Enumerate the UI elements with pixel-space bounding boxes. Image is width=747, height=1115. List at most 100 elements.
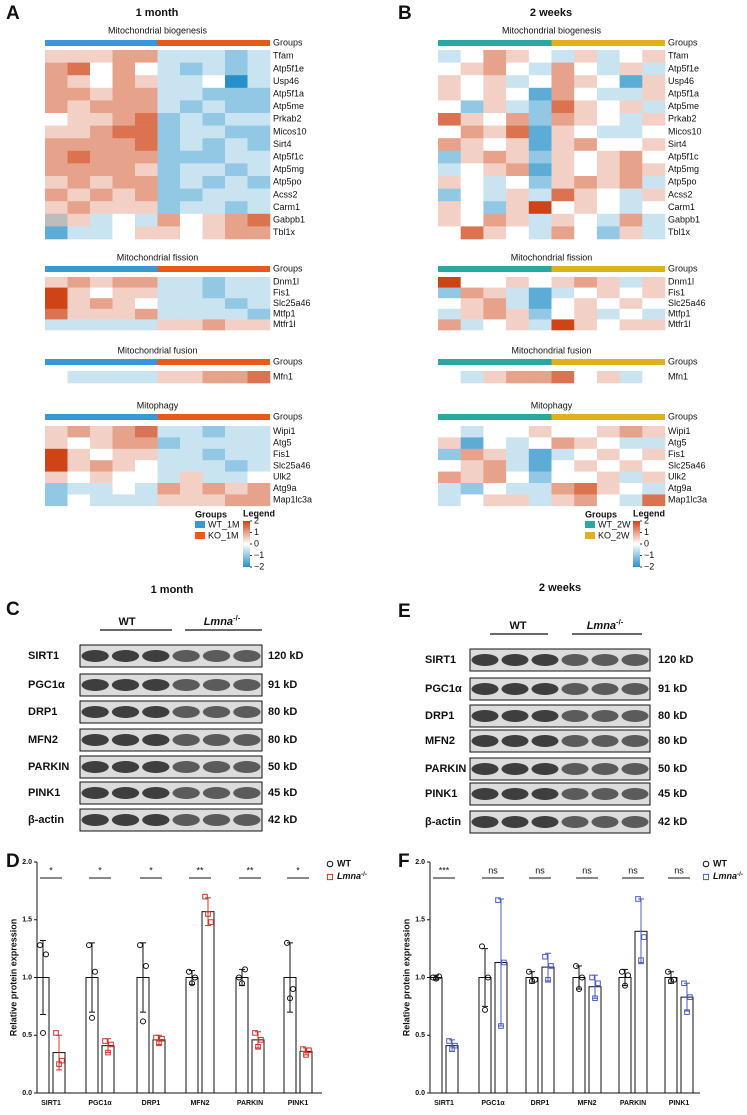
heatmap-cell [225, 298, 248, 310]
heatmap-cell [112, 426, 136, 438]
group-bar [157, 414, 270, 420]
heatmap-cell [438, 471, 461, 484]
blot-band [621, 763, 649, 775]
heatmap-cell [596, 426, 620, 438]
significance-label: * [98, 865, 102, 875]
data-point [498, 1023, 504, 1029]
blot-band [501, 654, 529, 666]
colorbar-tick-label: 1 [644, 527, 649, 537]
heatmap-cell [483, 426, 507, 438]
heatmap-cell [642, 319, 666, 331]
heatmap-cell [438, 213, 461, 227]
protein-label: MFN2 [425, 735, 455, 747]
colorbar-tick-label: −1 [644, 550, 654, 560]
heatmap-cell [596, 113, 620, 126]
heatmap-cell [596, 483, 620, 495]
heatmap-cell [112, 50, 136, 63]
heatmap-cell [90, 50, 113, 63]
group-bar [438, 40, 552, 46]
data-point [202, 893, 208, 900]
heatmap-cell [45, 319, 68, 331]
heatmap-cell [574, 460, 598, 472]
heatmap-cell [596, 75, 620, 89]
heatmap-cell [619, 188, 643, 202]
heatmap-cell [67, 287, 91, 299]
blot-band [202, 650, 231, 662]
heatmap-cell [506, 213, 530, 227]
bar [201, 911, 215, 1094]
heatmap-cell [225, 113, 248, 126]
heatmap-cell [202, 483, 226, 495]
data-point [108, 1041, 114, 1048]
heatmap-cell [112, 163, 136, 177]
significance-label: ** [196, 865, 204, 875]
data-point [485, 974, 491, 981]
heatmap-cell [574, 426, 598, 438]
heatmap-cell [460, 62, 484, 76]
heatmap-cell [596, 371, 620, 384]
heatmap-cell [225, 426, 248, 438]
heatmap-cell [483, 201, 507, 215]
heatmap-cell [45, 150, 68, 164]
significance-label: * [296, 865, 300, 875]
colorbar-tick-label: 1 [254, 527, 259, 537]
heatmap-cell [551, 125, 575, 139]
gene-label: Fis1 [273, 449, 290, 459]
heatmap-cell [551, 100, 575, 114]
heatmap-cell [574, 287, 598, 299]
data-point [239, 980, 245, 987]
heatmap-cell [642, 277, 666, 288]
blot-band [561, 710, 589, 722]
protein-label: PGC1α [425, 683, 462, 695]
gene-label: Fis1 [273, 287, 290, 297]
blot-band [172, 650, 200, 662]
heatmap-cell [225, 62, 248, 76]
heatmap-cell [202, 138, 226, 152]
heatmap-cell [135, 201, 158, 215]
heatmap-cell [157, 426, 181, 438]
group-label-superscript: -/- [233, 614, 241, 623]
heatmap-cell [112, 62, 136, 76]
heatmap-cell [202, 494, 226, 507]
gene-label: Mfn1 [273, 371, 293, 381]
blot-band [471, 710, 499, 722]
heatmap-cell [135, 113, 158, 126]
gene-label: Dnm1l [273, 277, 299, 287]
blot-band [591, 816, 619, 828]
heatmap-cell [90, 226, 113, 240]
legend-group-name: KO_2W [598, 530, 630, 540]
blot-band [621, 788, 649, 800]
heatmap-cell [135, 494, 158, 507]
heatmap-cell [135, 176, 158, 189]
gene-label: Gabpb1 [668, 214, 700, 224]
heatmap-cell [180, 298, 203, 310]
data-point [665, 968, 671, 975]
blot-band [591, 710, 619, 722]
heatmap-cell [460, 319, 484, 331]
blot-band [621, 654, 649, 666]
heatmap-cell [202, 201, 226, 215]
group-bar [45, 40, 158, 46]
heatmap-cell [67, 163, 91, 177]
blot-band [531, 654, 559, 666]
significance-label: * [149, 865, 153, 875]
heatmap-cell [642, 471, 666, 484]
heatmap-cell [90, 298, 113, 310]
heatmap-cell [596, 226, 620, 240]
heatmap-cell [202, 150, 226, 164]
heatmap-cell [642, 460, 666, 472]
heatmap-cell [528, 308, 552, 320]
heatmap-cell [202, 277, 226, 288]
groups-label: Groups [668, 356, 698, 366]
heatmap-cell [619, 308, 643, 320]
heatmap-cell [135, 308, 158, 320]
bar [185, 977, 199, 1094]
gene-label: Atp5f1a [273, 88, 304, 98]
gene-label: Usp46 [668, 76, 694, 86]
heatmap-cell [247, 494, 271, 507]
heatmap-cell [551, 213, 575, 227]
panel-letter: F [398, 851, 410, 872]
legend-group-name: KO_1M [208, 530, 239, 540]
heatmap-cell [45, 113, 68, 126]
heatmap-cell [157, 308, 181, 320]
